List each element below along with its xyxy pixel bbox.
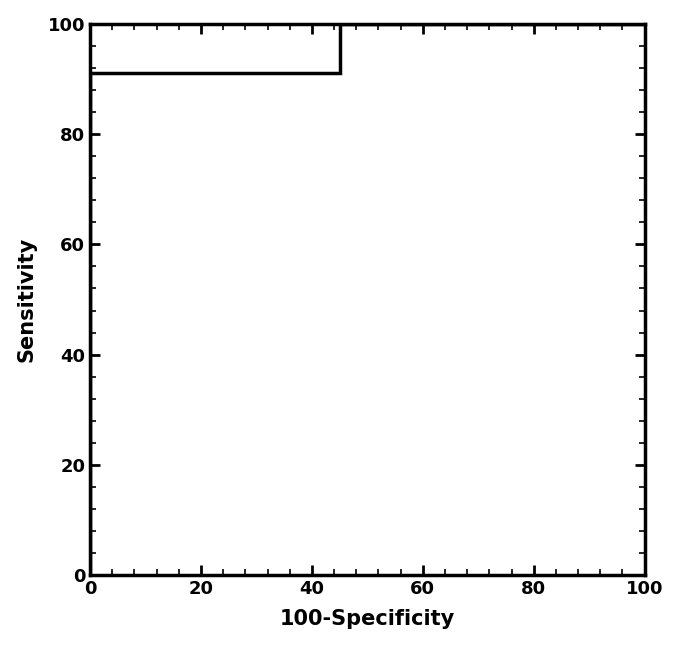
X-axis label: 100-Specificity: 100-Specificity: [279, 609, 455, 629]
Y-axis label: Sensitivity: Sensitivity: [17, 237, 37, 362]
